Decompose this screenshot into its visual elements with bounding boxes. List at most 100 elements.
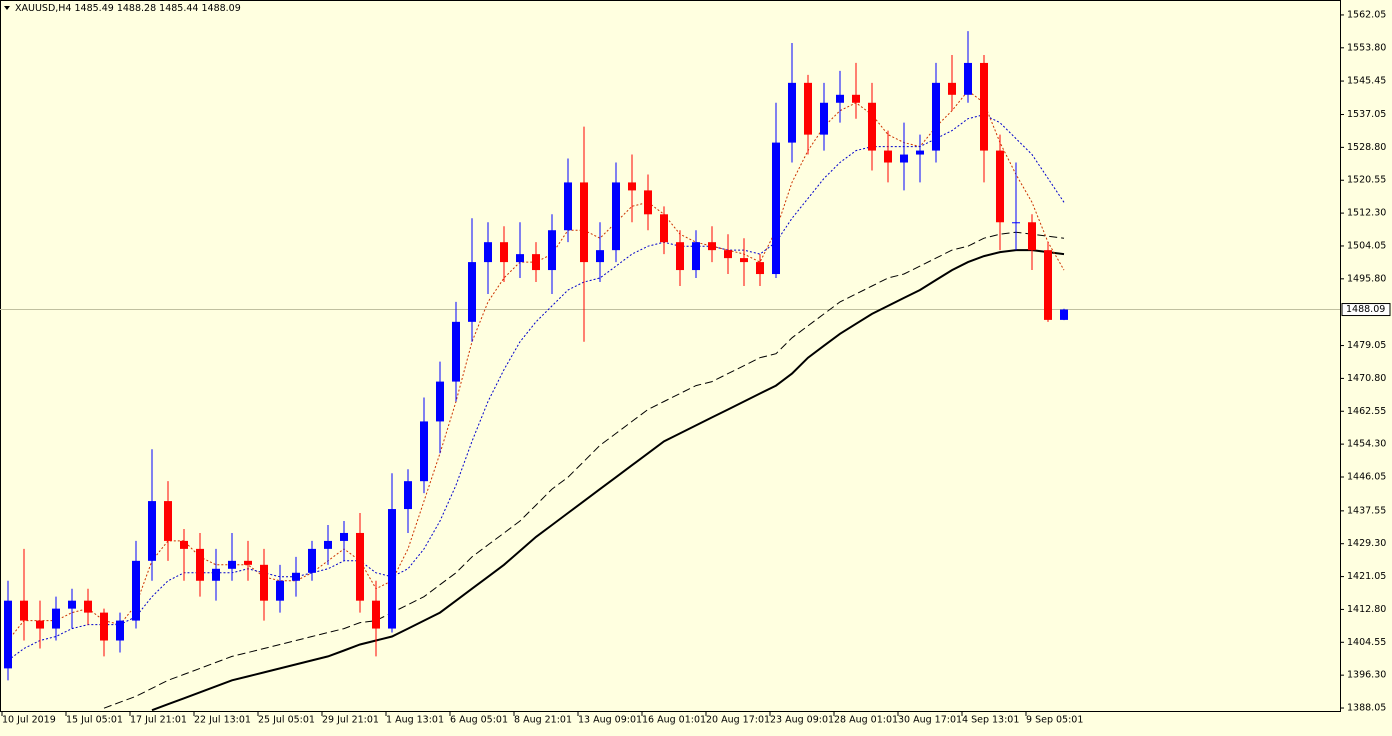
x-tick-label: 28 Aug 01:01 (834, 715, 898, 726)
x-tick-label: 25 Jul 05:01 (258, 715, 315, 726)
candle-body (308, 548, 316, 573)
candle-body (532, 254, 540, 271)
candle-body (836, 94, 844, 103)
candle-body (628, 182, 636, 191)
candle-body (132, 560, 140, 621)
y-tick-label: 1470.80 (1347, 373, 1386, 384)
candle-body (100, 612, 108, 641)
x-tick-label: 6 Aug 05:01 (450, 715, 508, 726)
candle-body (948, 82, 956, 95)
candle-body (388, 509, 396, 629)
candle-body (580, 182, 588, 263)
candle-body (276, 580, 284, 601)
candle-body (1012, 222, 1020, 224)
x-tick-label: 23 Aug 09:01 (770, 715, 834, 726)
candle-body (484, 242, 492, 263)
x-tick-label: 29 Jul 21:01 (322, 715, 379, 726)
candle-body (84, 600, 92, 613)
y-tick-label: 1553.80 (1347, 42, 1386, 53)
candle-body (36, 620, 44, 629)
moving-average (103, 231, 1065, 709)
x-tick-label: 15 Jul 05:01 (66, 715, 123, 726)
low-value: 1485.44 (159, 3, 198, 14)
y-tick-label: 1412.80 (1347, 604, 1386, 615)
candle-body (196, 548, 204, 581)
x-tick-label: 22 Jul 13:01 (194, 715, 251, 726)
x-tick-label: 30 Aug 17:01 (898, 715, 962, 726)
candle-body (724, 250, 732, 259)
x-tick-label: 1 Aug 13:01 (386, 715, 444, 726)
candle-body (708, 242, 716, 251)
y-tick-label: 1562.05 (1347, 9, 1386, 20)
menu-icon[interactable] (4, 6, 10, 10)
candle-body (116, 620, 124, 641)
candle-body (804, 82, 812, 135)
y-tick-label: 1388.05 (1347, 703, 1386, 714)
candle-body (852, 94, 860, 103)
candle-body (340, 532, 348, 541)
price-label-box (1341, 303, 1391, 317)
candle-body (788, 82, 796, 143)
open-value: 1485.49 (75, 3, 114, 14)
y-tick-label: 1512.30 (1347, 208, 1386, 219)
y-tick-label: 1545.45 (1347, 76, 1386, 87)
y-tick-label: 1437.55 (1347, 505, 1386, 516)
candle-body (20, 600, 28, 621)
candle-body (52, 608, 60, 629)
candle-body (1044, 250, 1052, 320)
candle-body (660, 214, 668, 243)
candle-body (548, 230, 556, 271)
candle-body (212, 568, 220, 581)
y-tick-label: 1462.55 (1347, 406, 1386, 417)
x-tick-label: 10 Jul 2019 (2, 715, 56, 726)
candle-body (436, 381, 444, 422)
candle-body (884, 150, 892, 163)
y-tick-label: 1404.55 (1347, 637, 1386, 648)
y-tick-label: 1495.80 (1347, 273, 1386, 284)
y-tick-label: 1446.05 (1347, 471, 1386, 482)
candle-body (644, 190, 652, 215)
x-tick-label: 17 Jul 21:01 (130, 715, 187, 726)
x-tick-label: 13 Aug 09:01 (578, 715, 642, 726)
symbol: XAUUSD,H4 (15, 3, 71, 14)
candle-body (516, 254, 524, 263)
candle-body (500, 242, 508, 263)
y-tick-label: 1520.55 (1347, 175, 1386, 186)
x-tick-label: 4 Sep 13:01 (962, 715, 1019, 726)
candle-body (404, 481, 412, 510)
y-tick-label: 1537.05 (1347, 109, 1386, 120)
y-tick-label: 1528.80 (1347, 142, 1386, 153)
y-tick-label: 1421.05 (1347, 571, 1386, 582)
candle-body (468, 262, 476, 322)
candle-body (692, 242, 700, 271)
candle-body (68, 600, 76, 609)
candle-body (756, 262, 764, 275)
candle-body (612, 182, 620, 251)
candle-body (1028, 222, 1036, 251)
candle-body (964, 62, 972, 95)
candle-body (356, 532, 364, 601)
candle-body (324, 540, 332, 549)
candle-body (932, 82, 940, 151)
x-tick-label: 16 Aug 01:01 (642, 715, 706, 726)
x-tick-label: 20 Aug 17:01 (706, 715, 770, 726)
candle-body (292, 572, 300, 581)
close-value: 1488.09 (201, 3, 240, 14)
candle-body (916, 150, 924, 155)
candle-body (564, 182, 572, 231)
candle-body (740, 258, 748, 263)
candle-body (452, 321, 460, 382)
candle-body (980, 62, 988, 151)
candle-body (228, 560, 236, 569)
candle-body (820, 102, 828, 135)
candle-body (180, 540, 188, 549)
candle-body (996, 150, 1004, 223)
plot-area (0, 31, 1340, 712)
candle-body (244, 560, 252, 565)
y-tick-label: 1429.30 (1347, 538, 1386, 549)
candle-body (676, 242, 684, 271)
candle-body (772, 142, 780, 275)
